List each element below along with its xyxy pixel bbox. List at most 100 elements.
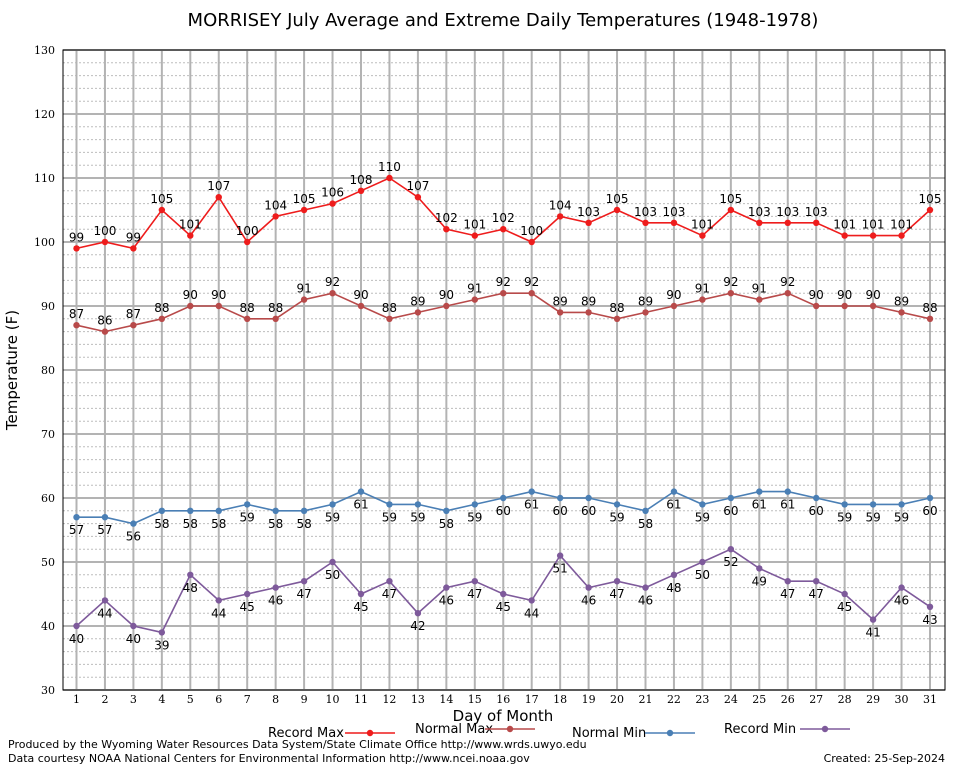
record-max-data-label: 103: [662, 205, 685, 219]
record-max-point: [813, 219, 820, 226]
normal-max-data-label: 86: [97, 314, 112, 328]
record-max-point: [272, 213, 279, 220]
normal-max-data-label: 92: [524, 275, 539, 289]
record-max-data-label: 100: [520, 224, 543, 238]
y-axis-label: Temperature (F): [3, 310, 21, 431]
record-min-point: [727, 546, 735, 553]
x-tick-label: 3: [130, 693, 137, 706]
normal-max-data-label: 91: [467, 282, 482, 296]
record-max-data-label: 107: [207, 179, 230, 193]
x-tick-label: 23: [695, 693, 709, 706]
record-min-data-label: 46: [894, 594, 909, 608]
record-min-data-label: 47: [467, 587, 482, 601]
record-min-point: [642, 584, 649, 591]
normal-max-point: [244, 315, 251, 322]
normal-max-data-label: 89: [581, 294, 596, 308]
normal-min-data-label: 59: [609, 510, 624, 524]
normal-max-data-label: 87: [69, 307, 84, 321]
normal-min-point: [215, 507, 222, 514]
normal-min-data-label: 59: [467, 510, 482, 524]
record-min-point: [443, 584, 450, 591]
record-min-data-label: 47: [780, 587, 795, 601]
legend-label-record-max: Record Max: [268, 726, 344, 741]
normal-min-point: [813, 494, 820, 502]
normal-max-point: [443, 302, 450, 310]
normal-max-data-label: 92: [325, 275, 340, 289]
record-max-point: [841, 232, 848, 239]
normal-min-point: [357, 488, 365, 495]
x-tick-label: 31: [923, 693, 937, 706]
series-normal-min: 57 57 56 58 58 58 59 58 58 59 61 59 59 58 59 60 61 60 60 59…: [69, 488, 938, 544]
record-min-data-label: 47: [382, 587, 397, 601]
record-max-point: [471, 232, 478, 239]
record-max-data-label: 101: [890, 218, 913, 232]
normal-max-point: [756, 296, 763, 303]
y-tick-label: 130: [34, 44, 55, 57]
normal-max-data-label: 88: [240, 301, 255, 315]
normal-max-data-label: 92: [780, 275, 795, 289]
normal-max-point: [642, 309, 649, 316]
x-tick-label: 9: [301, 693, 308, 706]
normal-min-point: [73, 514, 80, 521]
normal-min-point: [556, 494, 564, 502]
record-max-data-label: 104: [549, 198, 572, 212]
record-max-data-label: 100: [93, 224, 116, 238]
normal-min-data-label: 59: [865, 510, 880, 524]
x-axis-ticks: 1 2 3 4 5 6 7 8 9 10 11 12 13 14 15 16 17 18 19 20 21 22 23 24 2…: [73, 693, 937, 706]
y-tick-label: 70: [41, 428, 55, 441]
record-max-data-label: 101: [833, 218, 856, 232]
normal-max-point: [613, 315, 621, 322]
record-max-point: [528, 238, 535, 246]
normal-max-point: [300, 296, 308, 303]
record-max-data-label: 105: [719, 192, 742, 206]
record-max-data-label: 103: [577, 205, 600, 219]
record-max-data-label: 99: [69, 230, 84, 244]
record-max-point: [926, 206, 934, 214]
normal-max-data-label: 91: [752, 282, 767, 296]
x-tick-label: 22: [667, 693, 681, 706]
normal-min-data-label: 58: [638, 517, 653, 531]
normal-max-data-label: 90: [865, 288, 880, 302]
y-tick-label: 80: [41, 364, 55, 377]
record-min-data-label: 46: [581, 594, 596, 608]
normal-min-data-label: 59: [382, 510, 397, 524]
x-tick-label: 5: [187, 693, 194, 706]
normal-max-data-label: 92: [496, 275, 511, 289]
record-min-data-label: 47: [296, 587, 311, 601]
record-max-point: [784, 219, 791, 226]
record-min-point: [187, 571, 194, 578]
x-tick-label: 29: [866, 693, 880, 706]
normal-min-point: [244, 501, 251, 508]
record-max-point: [73, 245, 80, 252]
record-min-data-label: 46: [268, 594, 283, 608]
record-min-point: [869, 616, 877, 623]
normal-min-point: [130, 520, 137, 527]
record-min-data-label: 45: [240, 600, 255, 614]
legend-marker-record-max: [366, 729, 374, 737]
legend-marker-record-min: [821, 725, 829, 733]
record-min-point: [414, 610, 422, 617]
record-min-data-label: 43: [922, 613, 937, 627]
record-max-data-label: 103: [634, 205, 657, 219]
record-min-point: [244, 590, 251, 598]
normal-max-point: [272, 315, 279, 322]
record-min-point: [500, 590, 507, 598]
record-min-data-label: 45: [496, 600, 511, 614]
record-min-data-label: 48: [183, 581, 198, 595]
legend-label-normal-min: Normal Min: [572, 726, 646, 741]
x-tick-label: 12: [382, 693, 396, 706]
normal-min-data-label: 60: [809, 504, 824, 518]
normal-min-data-label: 59: [325, 510, 340, 524]
record-max-data-label: 101: [463, 218, 486, 232]
normal-min-point: [386, 501, 393, 508]
record-max-point: [130, 245, 137, 252]
normal-max-data-label: 91: [695, 282, 710, 296]
record-min-data-label: 48: [666, 581, 681, 595]
legend-marker-normal-min: [666, 729, 674, 737]
normal-max-point: [528, 290, 535, 297]
record-min-point: [471, 578, 478, 585]
normal-max-data-label: 90: [211, 288, 226, 302]
normal-min-data-label: 61: [752, 498, 767, 512]
normal-min-data-label: 61: [524, 498, 539, 512]
